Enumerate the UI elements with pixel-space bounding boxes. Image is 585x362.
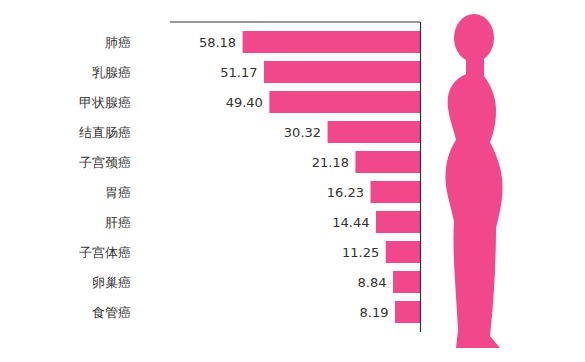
svg-text:49.40: 49.40 bbox=[226, 95, 263, 110]
svg-text:子宫颈癌: 子宫颈癌 bbox=[79, 155, 131, 170]
svg-text:食管癌: 食管癌 bbox=[92, 305, 131, 320]
svg-text:11.25: 11.25 bbox=[342, 245, 379, 260]
svg-text:8.84: 8.84 bbox=[358, 275, 387, 290]
svg-text:8.19: 8.19 bbox=[360, 305, 389, 320]
svg-text:子宫体癌: 子宫体癌 bbox=[79, 245, 131, 260]
svg-text:肝癌: 肝癌 bbox=[105, 215, 131, 230]
svg-text:胃癌: 胃癌 bbox=[105, 185, 131, 200]
svg-text:肺癌: 肺癌 bbox=[105, 35, 131, 50]
svg-text:甲状腺癌: 甲状腺癌 bbox=[79, 95, 131, 110]
svg-text:51.17: 51.17 bbox=[220, 65, 257, 80]
svg-text:卵巢癌: 卵巢癌 bbox=[92, 275, 131, 290]
svg-text:16.23: 16.23 bbox=[327, 185, 364, 200]
svg-text:21.18: 21.18 bbox=[312, 155, 349, 170]
svg-text:结直肠癌: 结直肠癌 bbox=[79, 125, 131, 140]
svg-text:30.32: 30.32 bbox=[284, 125, 321, 140]
svg-text:14.44: 14.44 bbox=[332, 215, 369, 230]
svg-text:58.18: 58.18 bbox=[199, 35, 236, 50]
svg-text:乳腺癌: 乳腺癌 bbox=[92, 65, 131, 80]
